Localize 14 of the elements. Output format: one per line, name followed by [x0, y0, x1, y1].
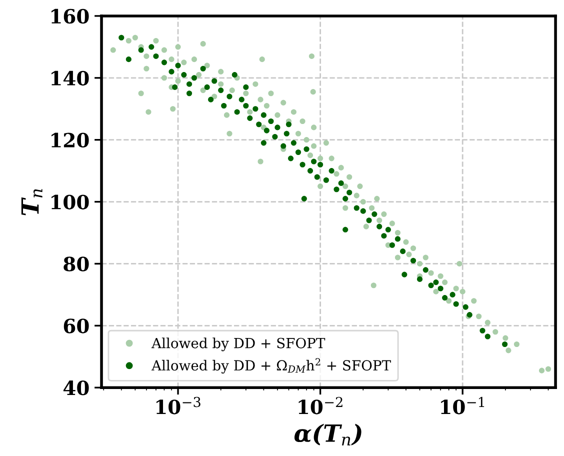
y-tick-label: 120 — [52, 132, 89, 148]
y-tick-label: 160 — [52, 8, 89, 24]
y-tick-label: 100 — [52, 194, 89, 210]
y-tick-label: 40 — [63, 380, 89, 396]
legend-label: Allowed by DD + Ω$_{DM}$h$^{2}$ + SFOPT — [151, 358, 391, 374]
legend-label: Allowed by DD + SFOPT — [151, 338, 326, 352]
x-tick-label: 10$^{−1}$ — [441, 396, 484, 414]
x-tick-label: 10$^{−3}$ — [156, 396, 200, 414]
y-tick-label: 140 — [52, 70, 89, 86]
y-axis-title: T$_{n}$ — [21, 189, 42, 216]
x-tick-label: 10$^{−2}$ — [298, 396, 342, 414]
y-tick-label: 60 — [64, 318, 89, 334]
y-tick-label: 80 — [64, 256, 89, 272]
x-axis-title: α(T$_{n}$) — [294, 424, 362, 446]
